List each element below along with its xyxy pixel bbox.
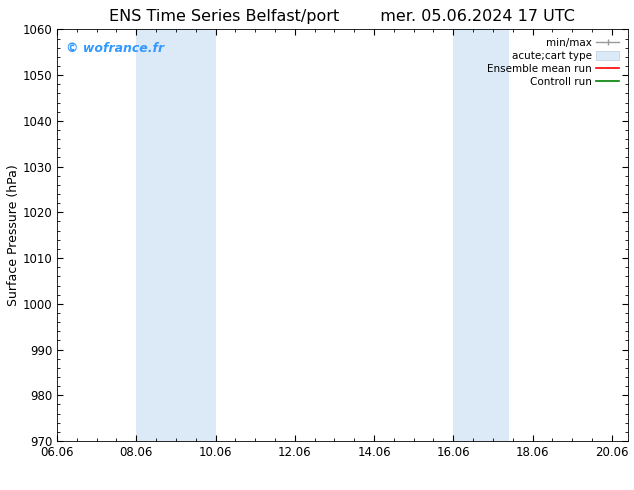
Bar xyxy=(453,29,508,441)
Y-axis label: Surface Pressure (hPa): Surface Pressure (hPa) xyxy=(7,164,20,306)
Bar xyxy=(136,29,216,441)
Legend: min/max, acute;cart type, Ensemble mean run, Controll run: min/max, acute;cart type, Ensemble mean … xyxy=(484,35,623,90)
Title: ENS Time Series Belfast/port        mer. 05.06.2024 17 UTC: ENS Time Series Belfast/port mer. 05.06.… xyxy=(110,9,575,24)
Text: © wofrance.fr: © wofrance.fr xyxy=(66,42,164,55)
